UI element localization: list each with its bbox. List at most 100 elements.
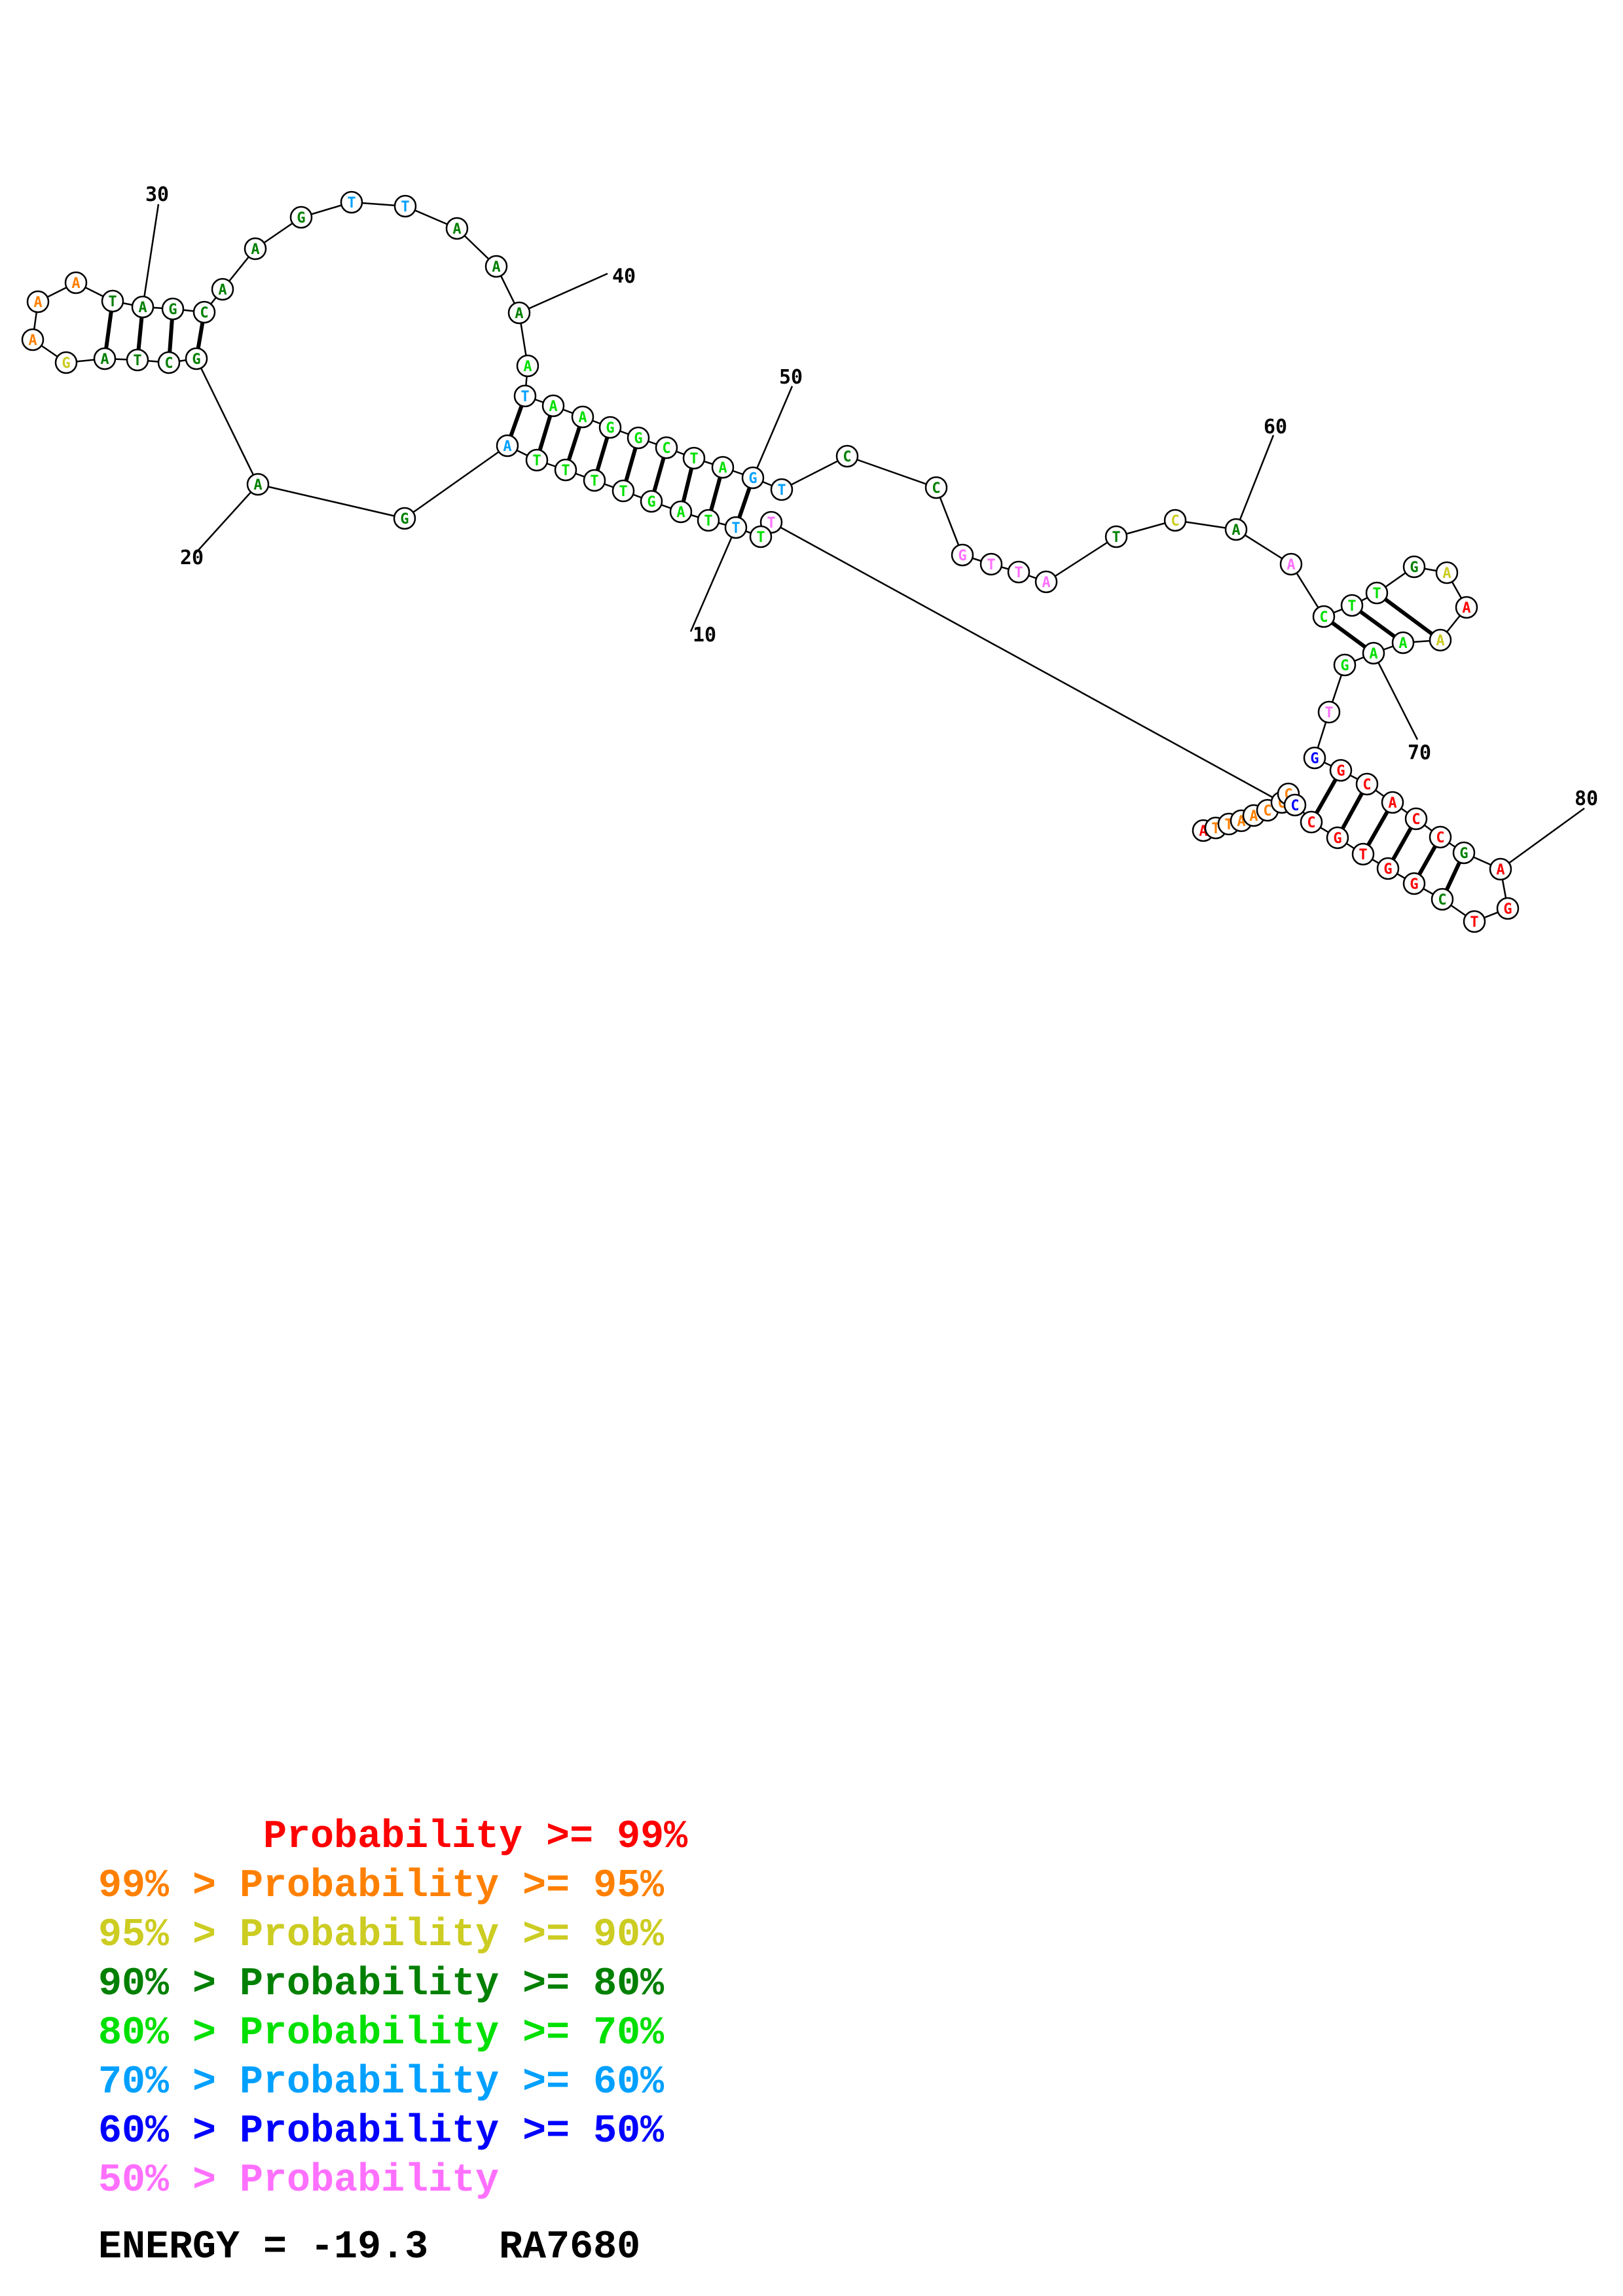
nucleotide-letter: C <box>1438 892 1446 908</box>
nucleotide: T <box>1365 581 1389 605</box>
nucleotide-circle <box>64 271 88 295</box>
nucleotide-circle <box>1326 826 1349 850</box>
nucleotide-circle <box>711 456 735 479</box>
nucleotide-letter: A <box>578 410 587 426</box>
nucleotide: C <box>1404 807 1428 831</box>
nucleotide-letter: G <box>748 471 757 487</box>
nucleotide-circle <box>161 297 185 321</box>
nucleotide-letter: A <box>1042 575 1050 591</box>
nucleotide: C <box>157 351 181 374</box>
nucleotide-circle <box>1431 888 1454 911</box>
nucleotide-letter: T <box>108 294 117 310</box>
nucleotide-circle <box>951 543 974 567</box>
nucleotide: G <box>1326 826 1349 850</box>
nucleotide: C <box>1163 509 1187 532</box>
nucleotide-letter: A <box>549 399 557 415</box>
nucleotide: A <box>1224 518 1248 541</box>
position-label: 70 <box>1408 742 1431 764</box>
nucleotide: T <box>1007 560 1030 584</box>
nucleotide-circle <box>244 237 267 260</box>
nucleotide: A <box>211 278 234 301</box>
nucleotide-circle <box>1463 910 1486 933</box>
nucleotide: G <box>598 416 622 439</box>
position-tick-line <box>1235 435 1275 530</box>
nucleotide-letter: A <box>523 359 532 375</box>
nucleotide: G <box>741 466 765 490</box>
nucleotide: G <box>1496 897 1520 920</box>
nucleotide: A <box>21 328 45 351</box>
nucleotide-letter: C <box>200 305 208 321</box>
nucleotide-letter: A <box>1388 795 1396 812</box>
nucleotide-circle <box>54 351 78 374</box>
nucleotide-letter: C <box>164 355 173 372</box>
nucleotide: G <box>1376 857 1400 880</box>
nucleotide-circle <box>682 446 706 470</box>
nucleotide-letter: G <box>1503 901 1512 918</box>
nucleotide-circle <box>211 278 234 301</box>
position-label: 80 <box>1575 787 1598 810</box>
nucleotide-letter: G <box>1410 876 1418 893</box>
legend-entry: 80% > Probability >= 70% <box>98 2011 665 2056</box>
legend-entry: 99% > Probability >= 95% <box>98 1864 665 1909</box>
nucleotide-circle <box>770 478 793 501</box>
nucleotide-circle <box>1279 552 1303 576</box>
nucleotide: T <box>697 509 720 532</box>
nucleotide-letter: C <box>1307 815 1315 831</box>
nucleotide: A <box>1489 857 1512 881</box>
nucleotide-circle <box>393 194 417 218</box>
nucleotide-circle <box>571 405 594 429</box>
nucleotide: G <box>161 297 185 321</box>
nucleotide-circle <box>749 525 773 548</box>
nucleotide-letter: C <box>1362 777 1371 793</box>
nucleotide-letter: T <box>987 557 995 573</box>
nucleotide: T <box>1351 842 1375 866</box>
nucleotide-letter: G <box>192 351 200 368</box>
nucleotide-circle <box>1007 560 1030 584</box>
nucleotide: T <box>340 190 363 214</box>
nucleotide: C <box>924 476 948 499</box>
nucleotide-letter: T <box>561 463 570 479</box>
nucleotide-circle <box>697 509 720 532</box>
nucleotide: A <box>1381 791 1404 814</box>
legend-entry: 70% > Probability >= 60% <box>98 2060 665 2105</box>
nucleotide-circle <box>1224 518 1248 541</box>
nucleotide: A <box>1429 628 1452 652</box>
nucleotide: T <box>979 552 1003 576</box>
nucleotide-circle <box>496 434 519 457</box>
nucleotide-letter: C <box>843 449 851 465</box>
nucleotide: G <box>1402 872 1426 895</box>
backbone-segment <box>771 521 1283 804</box>
nucleotide-letter: G <box>297 210 305 226</box>
nucleotide: C <box>835 444 859 468</box>
backbone-segment <box>1046 535 1117 583</box>
nucleotide-letter: T <box>619 484 627 500</box>
nucleotide-circle <box>525 448 549 472</box>
nucleotide-circle <box>1300 810 1323 834</box>
nucleotide-letter: G <box>168 302 177 318</box>
nucleotide-circle <box>1402 872 1426 895</box>
nucleotide-circle <box>979 552 1003 576</box>
nucleotide-circle <box>393 507 416 530</box>
nucleotide-letter: A <box>1436 633 1444 649</box>
nucleotide-circle <box>1402 555 1426 579</box>
backbone-segment <box>195 358 259 485</box>
nucleotide-letter: A <box>1442 565 1451 582</box>
nucleotide-letter: T <box>1324 705 1333 721</box>
nucleotide: T <box>101 289 124 313</box>
nucleotide: A <box>64 271 88 295</box>
nucleotide-letter: A <box>503 439 511 455</box>
nucleotide: A <box>1391 631 1415 655</box>
nucleotide: A <box>541 394 565 418</box>
nucleotide: T <box>724 516 748 539</box>
nucleotide-letter: T <box>133 353 141 369</box>
nucleotide-letter: A <box>1369 646 1377 662</box>
position-label: 30 <box>145 183 169 206</box>
nucleotide-letter: C <box>932 480 940 497</box>
nucleotide-letter: G <box>606 420 614 437</box>
legend-entry: 60% > Probability >= 50% <box>98 2109 665 2154</box>
nucleotide: G <box>185 347 208 370</box>
nucleotide: C <box>1283 793 1307 817</box>
nucleotide: A <box>93 347 117 370</box>
nucleotide-letter: A <box>71 276 80 292</box>
nucleotide: C <box>192 300 216 324</box>
